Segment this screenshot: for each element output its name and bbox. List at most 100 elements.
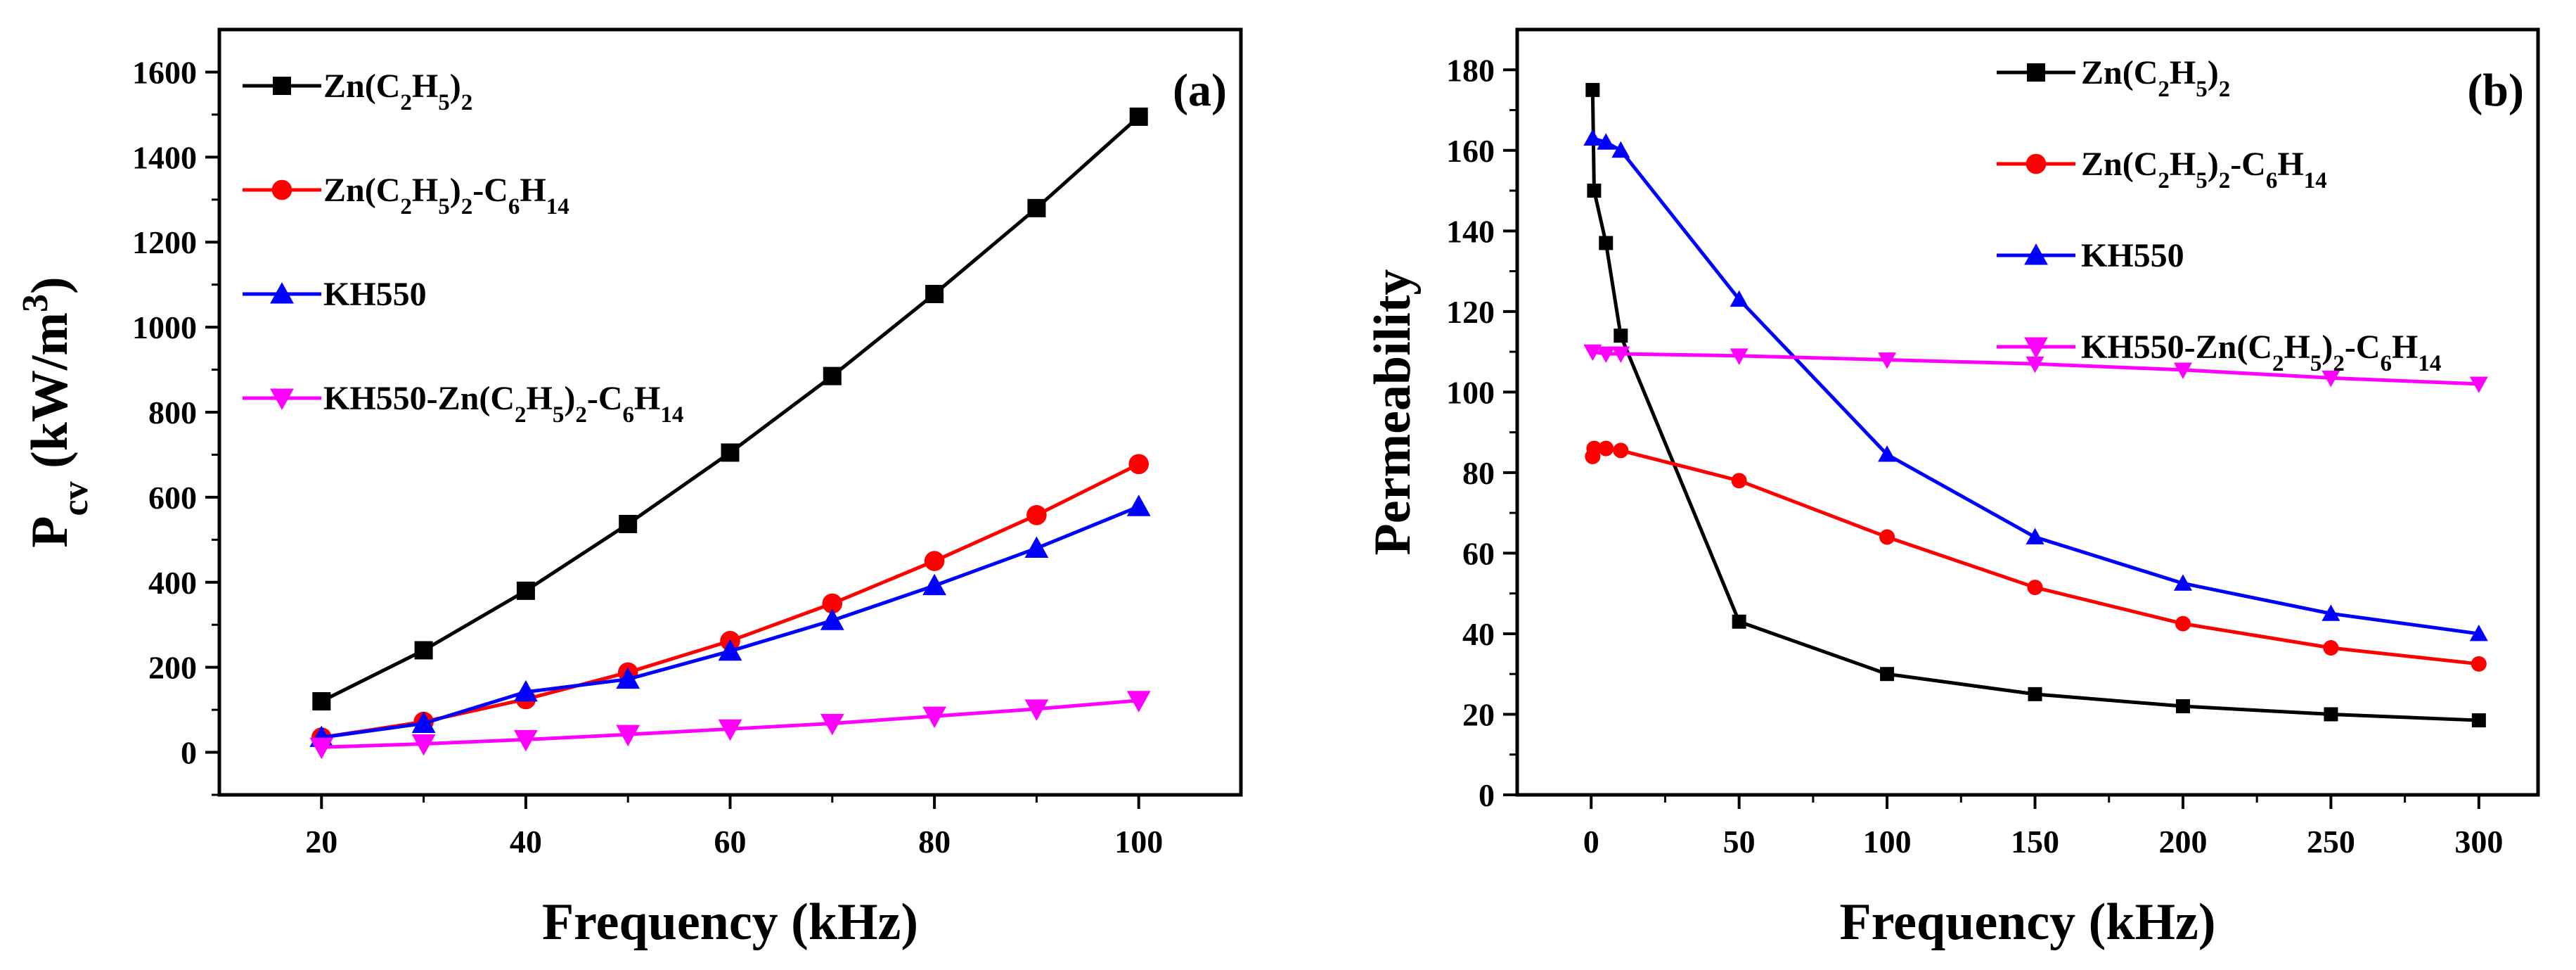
data-point: [2321, 370, 2340, 388]
data-point: [718, 639, 742, 661]
data-point: [2026, 356, 2044, 374]
legend-marker: [270, 388, 294, 410]
data-point: [1024, 699, 1049, 721]
legend-label: KH550: [2081, 237, 2184, 274]
series-line: [1592, 136, 2480, 636]
y-tick-label: 400: [148, 565, 197, 601]
y-tick-label: 140: [1446, 213, 1495, 249]
data-point: [1878, 352, 1897, 369]
data-point: [2469, 376, 2488, 393]
data-point: [1587, 184, 1602, 198]
data-point: [2324, 707, 2338, 722]
data-point: [619, 514, 638, 533]
data-point: [922, 573, 946, 596]
data-point: [1730, 290, 1749, 307]
panel-a: 20 40 60 80 10002004006008001000120014001600…: [15, 27, 1243, 951]
y-tick-label: 1600: [132, 54, 197, 90]
x-tick-label: 50: [1723, 824, 1756, 860]
data-point: [820, 713, 844, 736]
data-point: [2028, 687, 2042, 701]
series-line: [1590, 89, 2479, 722]
series-triangle-down: [1583, 344, 2488, 393]
x-tick-label: 0: [1583, 824, 1599, 860]
data-point: [514, 679, 538, 702]
y-tick-label: 800: [148, 395, 197, 430]
x-tick-label: 60: [714, 824, 747, 860]
data-point: [2321, 604, 2340, 621]
y-tick-label: 600: [148, 480, 197, 516]
legend-label: KH550: [323, 276, 427, 313]
legend-label: Zn(C2H5)2-C6H14: [2081, 146, 2327, 193]
legend-label: Zn(C2H5)2: [2081, 54, 2230, 102]
legend-marker: [2024, 243, 2048, 265]
y-tick-label: 180: [1446, 52, 1495, 88]
data-point: [1126, 691, 1151, 713]
data-point: [1880, 667, 1895, 682]
legend: Zn(C2H5)2 Zn(C2H5)2-C6H14 KH550 KH550-Zn(C2…: [1997, 54, 2441, 376]
data-point: [1024, 536, 1049, 558]
legend-marker: [2027, 63, 2045, 82]
x-tick-label: 40: [510, 824, 542, 860]
data-point: [616, 725, 640, 747]
y-tick-label: 1200: [132, 224, 197, 260]
data-point: [922, 706, 946, 729]
data-point: [2027, 580, 2043, 596]
data-point: [1730, 348, 1749, 365]
series-square: [1585, 82, 2486, 728]
data-point: [1611, 346, 1630, 363]
y-tick-label: 100: [1446, 374, 1495, 410]
data-point: [411, 711, 436, 733]
panel-label: (a): [1173, 65, 1227, 116]
series-triangle-up: [1583, 129, 2488, 642]
legend-marker: [2026, 153, 2047, 174]
legend-label: Zn(C2H5)2-C6H14: [323, 172, 569, 219]
legend: Zn(C2H5)2 Zn(C2H5)2-C6H14 KH550 KH550-Zn(C2…: [243, 68, 683, 428]
legend-marker: [271, 179, 292, 200]
data-point: [616, 667, 640, 689]
x-axis-title: Frequency (kHz): [542, 893, 918, 951]
x-tick-label: 150: [2011, 824, 2059, 860]
series-circle: [1585, 440, 2487, 672]
data-point: [411, 734, 436, 756]
data-point: [721, 443, 740, 462]
legend-label: Zn(C2H5)2: [323, 68, 472, 115]
data-point: [1613, 442, 1629, 459]
legend-marker: [2024, 337, 2048, 359]
data-point: [2323, 639, 2339, 656]
data-point: [1129, 107, 1148, 126]
x-axis-title: Frequency (kHz): [1839, 893, 2215, 951]
data-point: [309, 737, 334, 760]
data-point: [1597, 133, 1616, 150]
data-point: [822, 593, 843, 614]
data-point: [1879, 529, 1895, 545]
data-point: [1583, 344, 1602, 362]
series-line: [1590, 447, 2480, 666]
data-point: [414, 641, 433, 660]
x-tick-label: 80: [918, 824, 951, 860]
data-point: [1614, 328, 1628, 343]
y-tick-label: 0: [1479, 777, 1495, 813]
legend-marker: [273, 77, 291, 95]
data-point: [1598, 440, 1614, 457]
data-point: [1027, 198, 1046, 217]
x-tick-label: 100: [1114, 824, 1163, 860]
y-tick-label: 200: [148, 650, 197, 686]
legend-marker: [270, 282, 294, 304]
y-axis-title: Pcv (kW/m3): [15, 276, 96, 547]
data-point: [820, 608, 844, 630]
data-point: [1128, 454, 1149, 475]
y-tick-label: 120: [1446, 294, 1495, 330]
data-point: [1878, 445, 1897, 462]
data-point: [2026, 528, 2044, 544]
data-point: [1585, 82, 1600, 97]
data-point: [2471, 656, 2487, 672]
series-square: [312, 107, 1148, 711]
data-point: [1586, 440, 1602, 457]
data-point: [1583, 129, 1602, 146]
data-point: [2471, 713, 2486, 728]
data-point: [2175, 699, 2190, 714]
data-point: [1126, 494, 1151, 516]
data-point: [924, 551, 945, 571]
y-tick-label: 1000: [132, 309, 197, 345]
